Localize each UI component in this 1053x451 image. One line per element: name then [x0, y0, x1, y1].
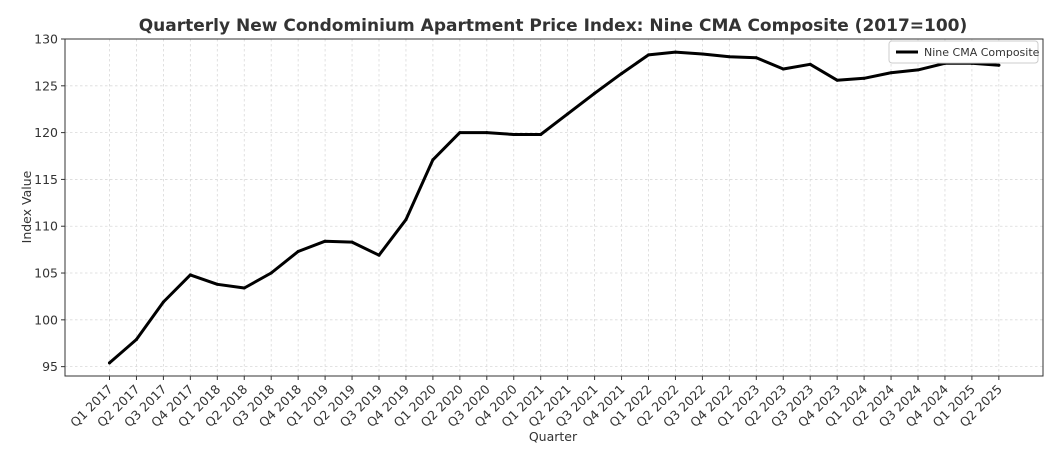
y-tick-label: 105 — [34, 266, 58, 281]
data-point — [835, 78, 839, 82]
data-point — [485, 131, 489, 135]
data-point — [673, 50, 677, 54]
data-point — [997, 63, 1001, 67]
data-point — [808, 62, 812, 66]
data-point — [188, 273, 192, 277]
data-point — [727, 55, 731, 59]
data-point — [700, 52, 704, 56]
data-point — [916, 68, 920, 72]
chart-title: Quarterly New Condominium Apartment Pric… — [139, 16, 968, 36]
series-line — [108, 50, 1001, 365]
y-axis-label: Index Value — [19, 170, 34, 243]
data-point — [754, 56, 758, 60]
y-tick-label: 100 — [34, 312, 58, 327]
data-point — [296, 249, 300, 253]
data-point — [781, 67, 785, 71]
data-point — [539, 132, 543, 136]
data-point — [566, 112, 570, 116]
data-point — [647, 53, 650, 57]
data-point — [269, 271, 273, 275]
y-tick-label: 125 — [34, 78, 58, 93]
data-point — [458, 131, 462, 135]
data-point — [108, 361, 111, 365]
data-point — [377, 253, 381, 257]
data-point — [862, 76, 866, 80]
y-tick-label: 110 — [34, 219, 58, 234]
data-point — [431, 158, 435, 162]
data-point — [620, 72, 624, 76]
y-tick-label: 120 — [34, 125, 58, 140]
legend-entry-label: Nine CMA Composite — [924, 46, 1040, 59]
data-point — [215, 282, 219, 286]
data-point — [350, 240, 354, 244]
data-point — [512, 132, 516, 136]
legend: Nine CMA Composite — [888, 40, 1040, 64]
y-tick-label: 115 — [34, 172, 58, 187]
x-axis-label: Quarter — [529, 429, 578, 444]
data-point — [242, 286, 246, 290]
data-point — [161, 300, 165, 304]
y-axis: 95 100 105 110 115 120 125 130 — [34, 32, 65, 374]
y-tick-label: 95 — [42, 359, 58, 374]
y-tick-label: 130 — [34, 32, 58, 47]
data-point — [593, 91, 597, 95]
data-point — [404, 218, 408, 222]
data-point — [134, 337, 138, 341]
legend-box — [888, 40, 1039, 64]
series-layer — [108, 50, 1001, 365]
plot-area-frame — [64, 38, 1044, 377]
data-point — [889, 71, 893, 75]
data-point — [323, 239, 327, 243]
grid-layer — [65, 38, 1043, 376]
